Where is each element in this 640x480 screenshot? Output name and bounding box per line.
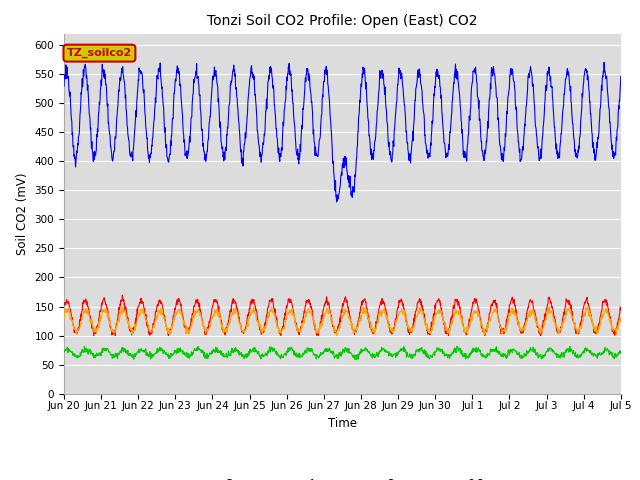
Legend: -2cm, -4cm, -8cm, -16cm: -2cm, -4cm, -8cm, -16cm bbox=[179, 473, 506, 480]
Title: Tonzi Soil CO2 Profile: Open (East) CO2: Tonzi Soil CO2 Profile: Open (East) CO2 bbox=[207, 14, 477, 28]
Y-axis label: Soil CO2 (mV): Soil CO2 (mV) bbox=[16, 172, 29, 255]
Text: TZ_soilco2: TZ_soilco2 bbox=[67, 48, 132, 58]
X-axis label: Time: Time bbox=[328, 417, 357, 430]
